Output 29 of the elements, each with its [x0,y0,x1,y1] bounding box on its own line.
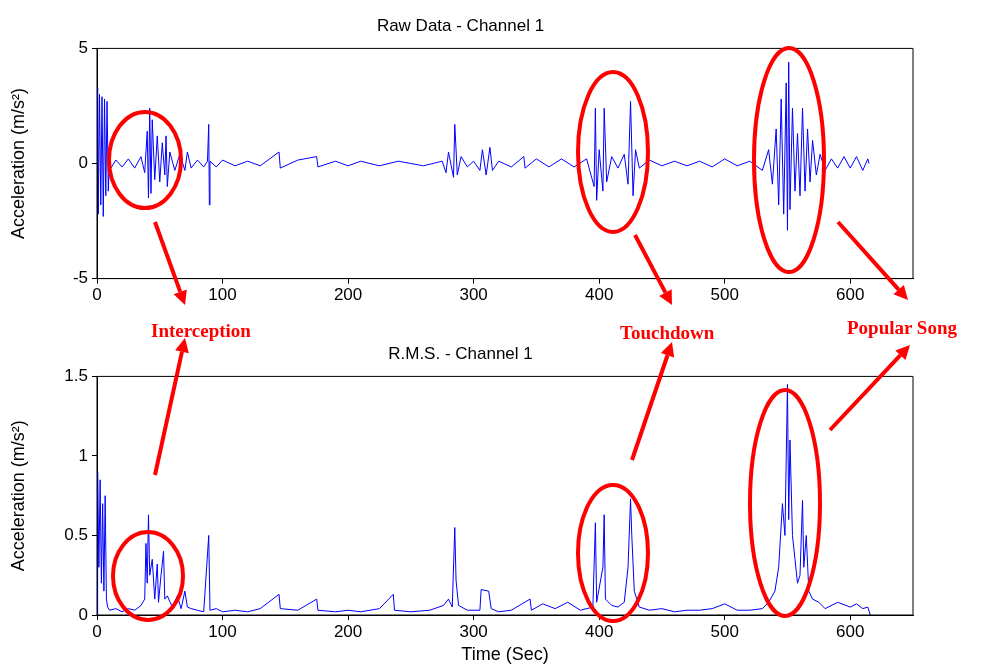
chart-title: R.M.S. - Channel 1 [388,343,533,363]
x-tick-label: 300 [459,621,488,641]
x-tick-label: 0 [92,285,102,305]
x-tick-label: 200 [333,621,363,641]
x-tick-label: 400 [584,285,614,305]
x-tick-label: 600 [836,285,865,305]
y-tick-label: -5 [72,268,88,288]
y-tick-label: 0.5 [64,525,88,545]
text: Touchdown [620,322,715,344]
x-axis-title: Time (Sec) [461,644,549,664]
y-tick-label: 1.5 [64,366,88,386]
text: Interception [151,320,251,342]
x-tick-label: 400 [584,621,614,641]
x-tick-label: 100 [208,285,237,305]
x-tick-label: 0 [92,621,102,641]
y-axis-title: Acceleration (m/s²) [7,420,28,572]
text: Popular Song [847,317,957,339]
x-tick-label: 600 [836,621,865,641]
y-tick-label: 0 [78,604,88,624]
x-tick-label: 200 [333,285,363,305]
y-tick-label: 1 [78,445,88,465]
y-tick-label: 0 [78,153,88,173]
x-tick-label: 100 [208,621,237,641]
x-tick-label: 300 [459,285,488,305]
chart-title: Raw Data - Channel 1 [376,15,545,35]
y-tick-label: 5 [78,38,88,58]
y-axis-title: Acceleration (m/s²) [7,87,28,240]
x-tick-label: 500 [710,621,739,641]
x-tick-label: 500 [710,285,739,305]
